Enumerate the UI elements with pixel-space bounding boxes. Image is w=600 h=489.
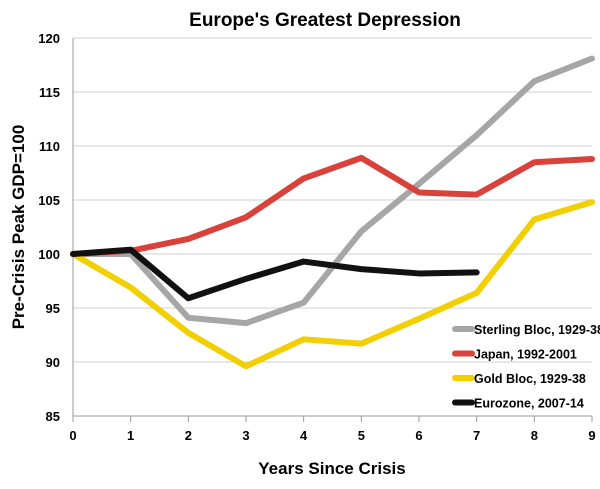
y-tick-label: 120 bbox=[38, 31, 60, 46]
legend-label: Sterling Bloc, 1929-38 bbox=[474, 323, 600, 337]
x-tick-label: 6 bbox=[415, 428, 422, 443]
y-tick-label: 95 bbox=[46, 301, 60, 316]
y-tick-label: 110 bbox=[39, 139, 60, 154]
y-tick-label: 100 bbox=[38, 247, 60, 262]
y-tick-label: 115 bbox=[39, 85, 60, 100]
y-tick-label: 90 bbox=[46, 355, 60, 370]
series-line-1 bbox=[70, 154, 595, 257]
x-axis-label: Years Since Crisis bbox=[258, 459, 405, 478]
series-line-2 bbox=[70, 199, 595, 370]
y-tick-label: 105 bbox=[38, 193, 60, 208]
legend-label: Gold Bloc, 1929-38 bbox=[474, 372, 586, 386]
x-tick-label: 9 bbox=[588, 428, 595, 443]
series-line-3 bbox=[70, 246, 480, 302]
series-line-0 bbox=[70, 55, 595, 327]
legend-label: Eurozone, 2007-14 bbox=[474, 397, 584, 411]
x-tick-label: 1 bbox=[127, 428, 134, 443]
x-tick-label: 5 bbox=[358, 428, 365, 443]
x-tick-label: 4 bbox=[300, 428, 308, 443]
x-tick-label: 8 bbox=[531, 428, 538, 443]
y-axis-label: Pre-Crisis Peak GDP=100 bbox=[9, 125, 28, 330]
legend-label: Japan, 1992-2001 bbox=[474, 348, 577, 362]
x-tick-label: 3 bbox=[242, 428, 249, 443]
x-tick-label: 0 bbox=[69, 428, 76, 443]
x-tick-label: 7 bbox=[473, 428, 480, 443]
x-tick-label: 2 bbox=[185, 428, 192, 443]
chart-title: Europe's Greatest Depression bbox=[189, 10, 461, 31]
y-tick-label: 85 bbox=[46, 409, 60, 424]
